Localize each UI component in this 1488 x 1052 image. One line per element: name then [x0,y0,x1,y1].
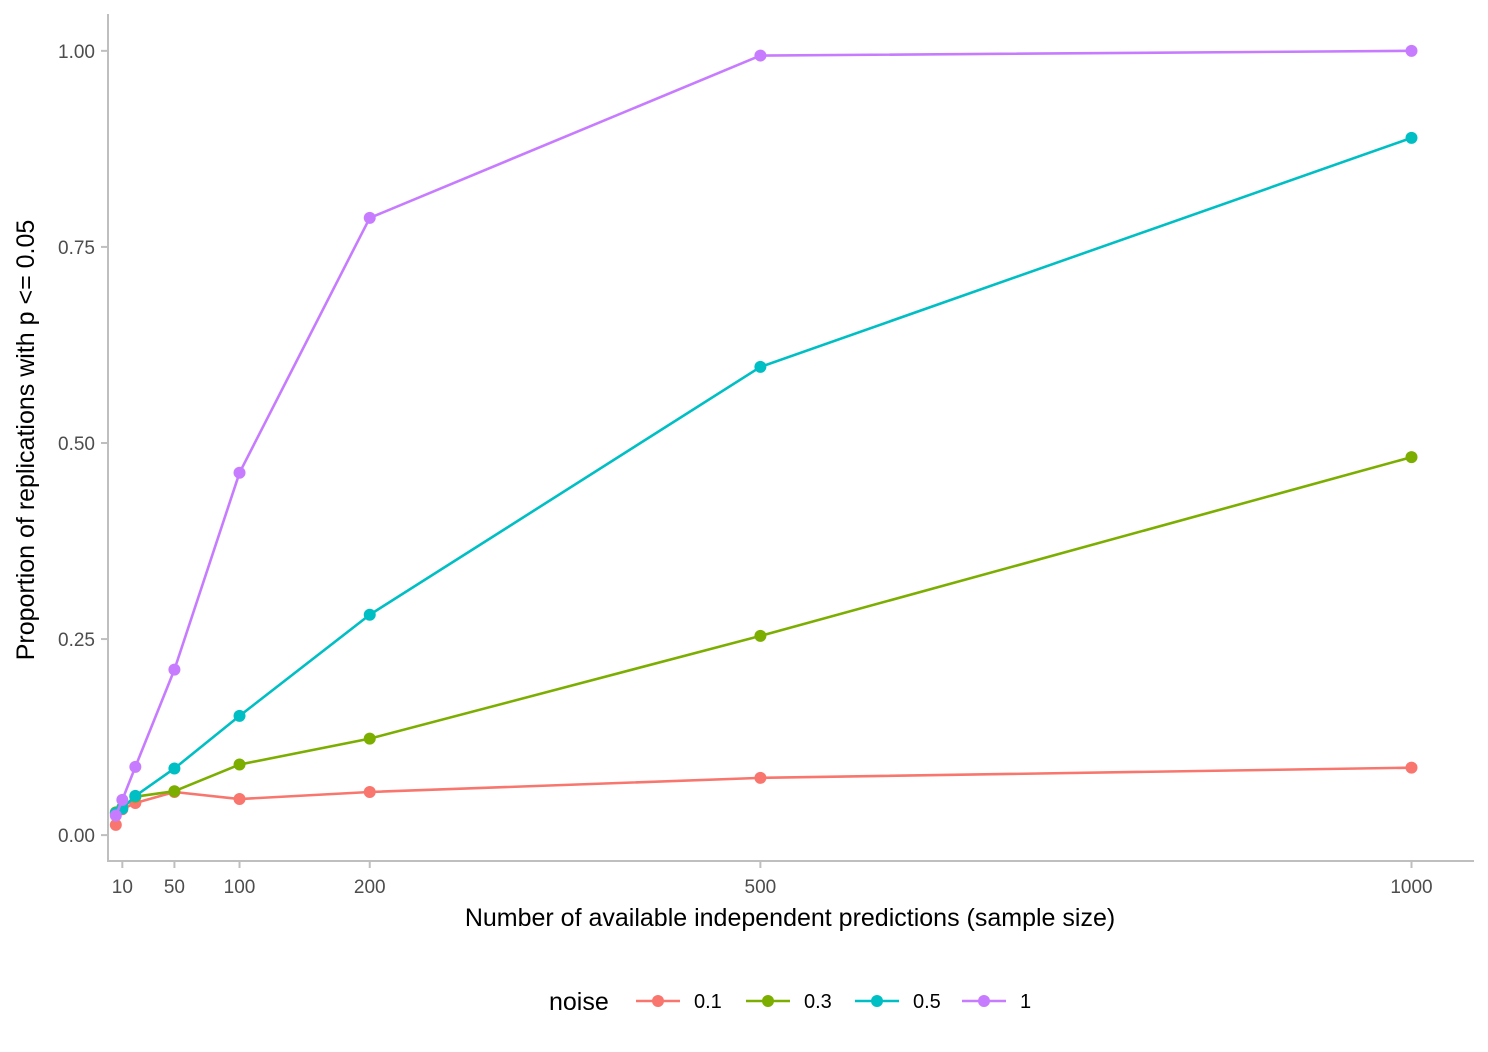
data-point [129,760,142,773]
x-tick-label: 200 [354,877,386,898]
y-tick-label: 0.75 [58,238,95,259]
x-tick-label: 1000 [1390,877,1432,898]
legend-key-point [652,995,664,1007]
data-point [233,466,246,479]
data-point [1405,761,1418,774]
legend-key-point [762,995,774,1007]
data-point [109,809,122,822]
legend-title: noise [549,988,609,1016]
legend-key-point [871,995,883,1007]
series-layer [109,44,1418,831]
series-0.1 [109,761,1418,831]
y-tick-label: 0.25 [58,630,95,651]
y-tick-label: 0.00 [58,826,95,847]
data-point [363,785,376,798]
series-1 [109,44,1418,822]
series-line [114,49,1412,817]
data-point [1405,44,1418,57]
x-tick-label: 50 [164,877,185,898]
data-point [168,762,181,775]
data-point [754,360,767,373]
data-point [754,771,767,784]
legend-label: 0.1 [694,991,722,1013]
series-0.3 [109,451,1418,819]
data-point [233,709,246,722]
legend-item: 0.5 [855,991,941,1013]
data-point [1405,131,1418,144]
data-point [754,49,767,62]
x-tick-label: 500 [745,877,777,898]
legend-label: 0.5 [913,991,941,1013]
axes [107,14,1474,862]
data-point [233,758,246,771]
data-point [1405,451,1418,464]
x-ticks: 10 50 100 200 500 1000 [112,861,1433,898]
data-point [109,818,122,831]
legend-key-point [978,995,990,1007]
x-axis-title: Number of available independent predicti… [465,904,1115,932]
legend-item: 0.1 [636,991,722,1013]
data-point [363,211,376,224]
data-point [168,663,181,676]
legend-item: 1 [962,991,1031,1013]
legend-items: 0.1 0.3 0.5 1 [636,991,1031,1013]
data-point [116,793,129,806]
y-tick-label: 1.00 [58,42,95,63]
data-point [363,732,376,745]
data-point [129,789,142,802]
series-0.5 [109,131,1418,820]
y-ticks: 0.00 0.25 0.50 0.75 1.00 [58,42,108,847]
x-tick-label: 10 [112,877,133,898]
data-point [754,629,767,642]
y-axis-title: Proportion of replications with p <= 0.0… [12,220,40,661]
x-tick-label: 100 [224,877,256,898]
data-point [168,785,181,798]
series-line [115,136,1412,815]
y-tick-label: 0.50 [58,434,95,455]
legend-label: 0.3 [804,991,832,1013]
legend: noise 0.1 0.3 0.5 1 [549,988,1031,1016]
data-point [363,608,376,621]
legend-item: 0.3 [746,991,832,1013]
legend-label: 1 [1020,991,1031,1013]
data-point [233,793,246,806]
